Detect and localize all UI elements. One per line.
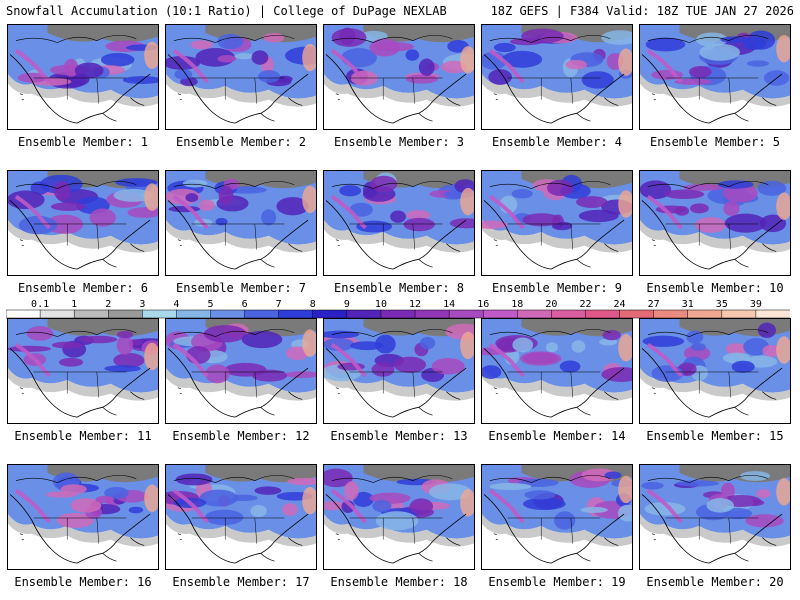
map-title: Snowfall Accumulation (10:1 Ratio) | Col… <box>6 4 447 18</box>
colorbar-tick-label: 18 <box>511 299 523 310</box>
colorbar-swatch <box>585 309 621 319</box>
colorbar-tick-label: 4 <box>173 299 179 310</box>
ensemble-member-map <box>7 464 159 570</box>
ensemble-member-label: Ensemble Member: 10 <box>646 281 784 295</box>
ensemble-member-label: Ensemble Member: 8 <box>333 281 465 295</box>
ensemble-member-label: Ensemble Member: 7 <box>175 281 307 295</box>
colorbar-swatch <box>108 309 143 319</box>
ensemble-member-map <box>165 318 317 424</box>
ensemble-member-map <box>639 24 791 130</box>
colorbar-swatch <box>414 309 450 319</box>
colorbar-tick-label: 31 <box>682 299 694 310</box>
colorbar-tick-label: 8 <box>310 299 316 310</box>
colorbar-swatch <box>6 309 41 319</box>
snowfall-colorbar: 0.1 1 2 3 4 5 6 7 8 9 10 12 14 16 18 20 22 24 27 31 35 39 <box>6 299 790 319</box>
ensemble-member-label: Ensemble Member: 18 <box>330 575 468 589</box>
colorbar-swatch <box>380 309 416 319</box>
colorbar-tick-label: 24 <box>614 299 626 310</box>
model-run-valid-time: 18Z GEFS | F384 Valid: 18Z TUE JAN 27 20… <box>490 4 794 18</box>
ensemble-member-map <box>481 170 633 276</box>
colorbar-swatch <box>687 309 723 319</box>
colorbar-tick-label: 2 <box>105 299 111 310</box>
ensemble-member-label: Ensemble Member: 5 <box>649 135 781 149</box>
colorbar-swatch <box>210 309 246 319</box>
colorbar-swatch <box>448 309 484 319</box>
colorbar-swatch <box>278 309 314 319</box>
ensemble-member-label: Ensemble Member: 19 <box>488 575 626 589</box>
colorbar-swatch <box>653 309 689 319</box>
colorbar-tick-label: 5 <box>208 299 214 310</box>
ensemble-member-label: Ensemble Member: 20 <box>646 575 784 589</box>
colorbar-tick-label: 27 <box>648 299 660 310</box>
ensemble-member-map <box>323 24 475 130</box>
ensemble-member-map <box>7 318 159 424</box>
colorbar-swatch <box>176 309 212 319</box>
colorbar-tick-label: 20 <box>545 299 557 310</box>
ensemble-member-map <box>639 464 791 570</box>
colorbar-swatch <box>73 309 109 319</box>
ensemble-member-map <box>165 170 317 276</box>
ensemble-member-map <box>323 464 475 570</box>
colorbar-swatch <box>721 309 757 319</box>
colorbar-tick-label: 7 <box>276 299 282 310</box>
colorbar-swatch <box>755 309 790 319</box>
ensemble-member-map <box>639 170 791 276</box>
ensemble-member-label: Ensemble Member: 11 <box>14 429 152 443</box>
colorbar-swatch <box>551 309 587 319</box>
colorbar-swatch <box>619 309 655 319</box>
colorbar-swatch <box>312 309 348 319</box>
colorbar-tick-label: 0.1 <box>31 299 49 310</box>
ensemble-member-map <box>7 24 159 130</box>
colorbar-swatch <box>346 309 382 319</box>
colorbar-tick-label: 22 <box>579 299 591 310</box>
ensemble-member-label: Ensemble Member: 15 <box>646 429 784 443</box>
colorbar-tick-label: 6 <box>242 299 248 310</box>
colorbar-swatch <box>142 309 177 319</box>
colorbar-swatch <box>482 309 518 319</box>
ensemble-member-label: Ensemble Member: 4 <box>491 135 623 149</box>
ensemble-member-map <box>481 318 633 424</box>
colorbar-swatch <box>244 309 280 319</box>
ensemble-member-label: Ensemble Member: 16 <box>14 575 152 589</box>
ensemble-member-map <box>481 464 633 570</box>
ensemble-member-label: Ensemble Member: 3 <box>333 135 465 149</box>
ensemble-member-map <box>165 464 317 570</box>
ensemble-member-label: Ensemble Member: 1 <box>17 135 149 149</box>
ensemble-member-map <box>7 170 159 276</box>
colorbar-tick-label: 1 <box>71 299 77 310</box>
colorbar-tick-label: 3 <box>139 299 145 310</box>
ensemble-member-map <box>481 24 633 130</box>
ensemble-member-label: Ensemble Member: 2 <box>175 135 307 149</box>
colorbar-tick-label: 9 <box>344 299 350 310</box>
ensemble-member-label: Ensemble Member: 17 <box>172 575 310 589</box>
colorbar-tick-label: 39 <box>750 299 762 310</box>
ensemble-member-map <box>323 318 475 424</box>
colorbar-tick-label: 12 <box>409 299 421 310</box>
ensemble-member-label: Ensemble Member: 6 <box>17 281 149 295</box>
ensemble-member-map <box>165 24 317 130</box>
ensemble-member-map <box>323 170 475 276</box>
ensemble-member-label: Ensemble Member: 9 <box>491 281 623 295</box>
colorbar-swatch <box>39 309 75 319</box>
colorbar-tick-label: 16 <box>477 299 489 310</box>
ensemble-member-label: Ensemble Member: 12 <box>172 429 310 443</box>
colorbar-tick-label: 10 <box>375 299 387 310</box>
ensemble-member-label: Ensemble Member: 14 <box>488 429 626 443</box>
colorbar-tick-label: 35 <box>716 299 728 310</box>
colorbar-tick-label: 14 <box>443 299 455 310</box>
ensemble-member-label: Ensemble Member: 13 <box>330 429 468 443</box>
colorbar-swatch <box>517 309 552 319</box>
ensemble-member-map <box>639 318 791 424</box>
